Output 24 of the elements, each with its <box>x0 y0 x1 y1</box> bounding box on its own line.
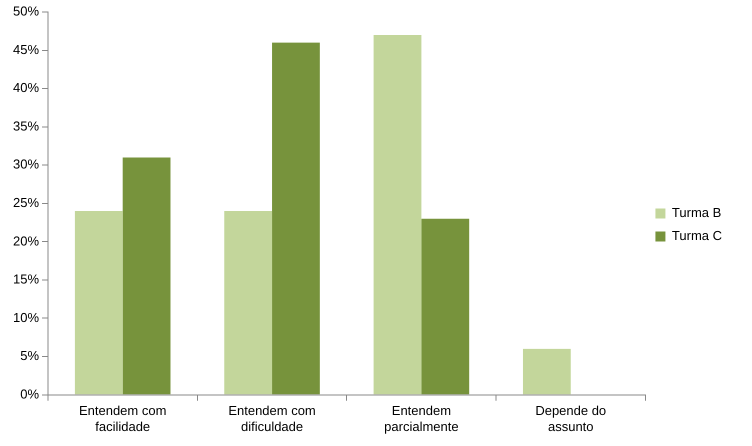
y-tick-label: 10% <box>12 310 40 325</box>
x-tick-label: Entendem com facilidade <box>78 403 166 434</box>
x-tick-label: Depende do assunto <box>535 403 606 434</box>
y-tick-label: 15% <box>12 272 40 287</box>
bar <box>374 34 422 394</box>
x-tick-label: Entendem parcialmente <box>384 403 459 434</box>
legend-label: Turma B <box>672 205 722 220</box>
legend-label: Turma C <box>672 228 722 244</box>
y-tick-label: 0% <box>20 386 40 402</box>
bar <box>421 218 470 394</box>
x-tick-label: Entendem com dificuldade <box>228 403 316 434</box>
bar <box>74 211 123 394</box>
y-tick-label: 30% <box>12 156 40 172</box>
y-tick-label: 45% <box>12 42 40 57</box>
y-tick-label: 25% <box>12 194 40 210</box>
y-tick-label: 35% <box>12 118 40 134</box>
bar <box>122 157 170 394</box>
y-tick-label: 20% <box>12 233 40 248</box>
y-tick-label: 5% <box>20 348 40 364</box>
y-tick-label: 50% <box>12 4 40 19</box>
bar <box>272 42 320 394</box>
y-tick-label: 40% <box>12 80 40 96</box>
bar <box>522 348 571 394</box>
bar <box>224 211 272 394</box>
